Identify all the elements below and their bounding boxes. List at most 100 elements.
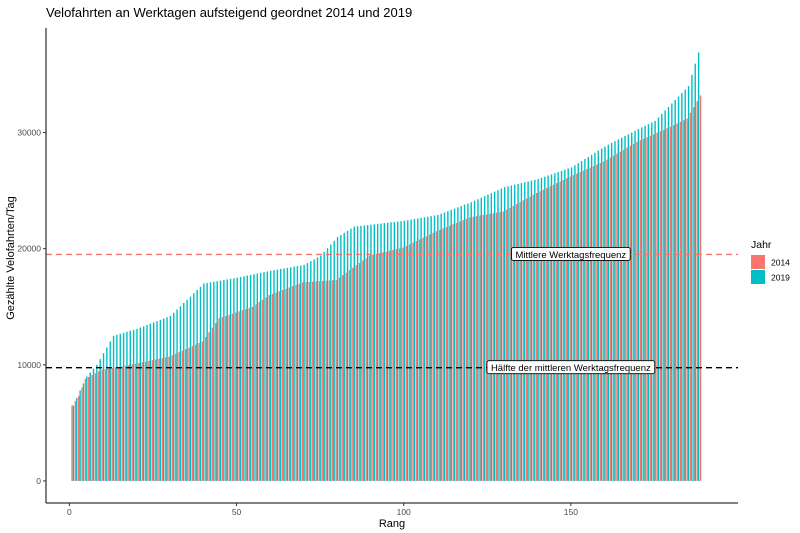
bar-2019-122 <box>477 199 479 481</box>
bar-2019-95 <box>386 222 389 481</box>
bar-2014-33 <box>178 352 180 481</box>
bar-2019-33 <box>179 306 182 481</box>
bar-2019-111 <box>440 213 442 481</box>
bar-2019-128 <box>497 190 499 481</box>
bar-2019-71 <box>306 263 309 481</box>
y-axis-title: Gezählte Velofahrten/Tag <box>5 196 17 320</box>
bar-2014-169 <box>632 143 635 481</box>
bar-2019-40 <box>203 283 205 481</box>
bar-2014-41 <box>205 336 207 481</box>
bar-2019-63 <box>280 268 282 481</box>
bar-2019-25 <box>152 322 155 481</box>
bar-2019-87 <box>360 225 362 481</box>
bar-2019-114 <box>450 209 452 481</box>
bar-2019-41 <box>206 282 208 481</box>
bar-2014-138 <box>529 196 531 481</box>
bar-2019-105 <box>420 217 422 481</box>
bar-2014-24 <box>148 360 150 481</box>
bar-2014-32 <box>174 353 177 481</box>
bar-2019-21 <box>139 327 141 481</box>
bar-2014-143 <box>546 188 548 481</box>
bar-2019-159 <box>600 148 603 481</box>
bar-2014-3 <box>78 396 80 481</box>
bar-2019-26 <box>156 321 158 481</box>
bar-2014-165 <box>619 151 621 481</box>
bar-2019-153 <box>580 161 583 481</box>
bar-2014-185 <box>686 118 688 481</box>
bar-2014-50 <box>235 312 237 481</box>
bar-2019-172 <box>644 125 646 481</box>
bar-2014-117 <box>459 221 461 481</box>
bar-2019-84 <box>350 228 352 481</box>
bar-2019-52 <box>243 276 245 481</box>
bar-2014-159 <box>599 163 601 481</box>
y-tick-label-30000: 30000 <box>17 128 41 138</box>
bar-2019-179 <box>667 106 670 481</box>
annotation-box-1 <box>511 247 631 261</box>
bar-2019-44 <box>216 281 218 481</box>
bar-2019-19 <box>132 329 135 481</box>
bar-2014-78 <box>328 280 331 481</box>
bar-2019-174 <box>651 122 653 481</box>
bar-2014-6 <box>88 376 90 481</box>
bar-2014-94 <box>382 252 384 481</box>
bar-2014-187 <box>693 106 695 481</box>
bar-2019-161 <box>607 144 610 481</box>
bar-2019-143 <box>547 175 549 481</box>
bar-2014-55 <box>251 306 254 481</box>
bar-2014-144 <box>549 186 551 481</box>
bar-2019-186 <box>691 74 693 481</box>
bar-2014-91 <box>372 254 374 481</box>
bar-2019-83 <box>346 230 349 481</box>
bar-2019-131 <box>507 186 509 481</box>
bar-2019-8 <box>96 364 98 481</box>
bar-2014-87 <box>358 262 361 481</box>
bar-2019-94 <box>383 223 386 481</box>
bar-2014-28 <box>161 358 163 481</box>
bar-2019-38 <box>196 290 198 481</box>
bar-2019-162 <box>610 142 613 481</box>
bar-2014-52 <box>241 310 244 481</box>
bar-2014-98 <box>395 249 398 481</box>
bar-2019-140 <box>537 178 539 481</box>
bar-2014-34 <box>181 350 184 481</box>
bar-2014-186 <box>689 112 692 481</box>
bar-2019-121 <box>473 200 476 481</box>
bar-2019-30 <box>169 316 172 481</box>
bar-2014-115 <box>452 224 454 481</box>
bar-2019-58 <box>263 272 265 481</box>
bar-2019-50 <box>236 277 238 481</box>
bar-2019-86 <box>356 226 359 481</box>
annotation-label-2: Hälfte der mittleren Werktagsfrequenz <box>491 363 651 374</box>
bar-2014-112 <box>442 228 444 481</box>
bar-2014-46 <box>221 317 224 481</box>
bar-2019-35 <box>186 299 188 481</box>
bar-2019-138 <box>530 180 533 481</box>
bar-2019-178 <box>664 110 666 481</box>
bar-2019-74 <box>316 257 319 481</box>
bar-2014-67 <box>291 286 294 481</box>
legend-key-2019 <box>751 270 765 284</box>
bar-2019-163 <box>614 141 616 481</box>
bar-2019-5 <box>86 376 88 481</box>
bar-2019-165 <box>621 137 623 481</box>
bar-2014-171 <box>639 140 642 481</box>
bar-2014-120 <box>469 217 471 481</box>
bar-2019-150 <box>570 167 573 481</box>
bar-2014-79 <box>332 280 334 481</box>
bar-2014-17 <box>124 365 127 481</box>
bar-2019-45 <box>219 280 222 481</box>
bar-2014-129 <box>499 212 501 481</box>
bar-2019-39 <box>199 286 202 481</box>
x-tick-label-150: 150 <box>564 507 578 517</box>
bar-2014-136 <box>522 200 525 481</box>
bar-2019-171 <box>641 127 643 481</box>
bar-2019-49 <box>233 278 235 481</box>
bar-2019-32 <box>176 309 178 481</box>
bar-2014-57 <box>258 302 260 481</box>
bar-2014-58 <box>261 299 264 481</box>
bar-2019-47 <box>226 279 228 481</box>
bar-2014-172 <box>642 138 645 481</box>
bar-2019-134 <box>517 183 519 481</box>
x-axis-title: Rang <box>379 518 405 530</box>
